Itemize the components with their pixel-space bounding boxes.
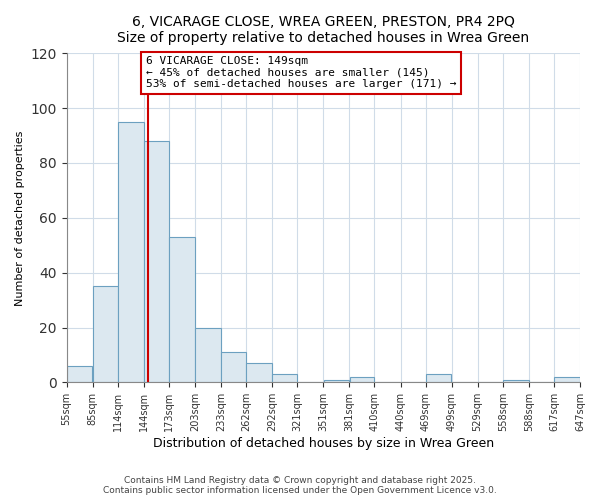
Bar [118,122,143,382]
X-axis label: Distribution of detached houses by size in Wrea Green: Distribution of detached houses by size … [153,437,494,450]
Bar [144,141,169,382]
Bar [195,328,221,382]
Text: Contains HM Land Registry data © Crown copyright and database right 2025.
Contai: Contains HM Land Registry data © Crown c… [103,476,497,495]
Bar [503,380,529,382]
Bar [426,374,451,382]
Bar [67,366,92,382]
Bar [93,286,118,382]
Y-axis label: Number of detached properties: Number of detached properties [15,130,25,306]
Bar [350,377,374,382]
Bar [554,377,580,382]
Title: 6, VICARAGE CLOSE, WREA GREEN, PRESTON, PR4 2PQ
Size of property relative to det: 6, VICARAGE CLOSE, WREA GREEN, PRESTON, … [117,15,529,45]
Bar [323,380,349,382]
Bar [221,352,246,382]
Text: 6 VICARAGE CLOSE: 149sqm
← 45% of detached houses are smaller (145)
53% of semi-: 6 VICARAGE CLOSE: 149sqm ← 45% of detach… [146,56,456,90]
Bar [169,237,195,382]
Bar [272,374,297,382]
Bar [247,363,272,382]
